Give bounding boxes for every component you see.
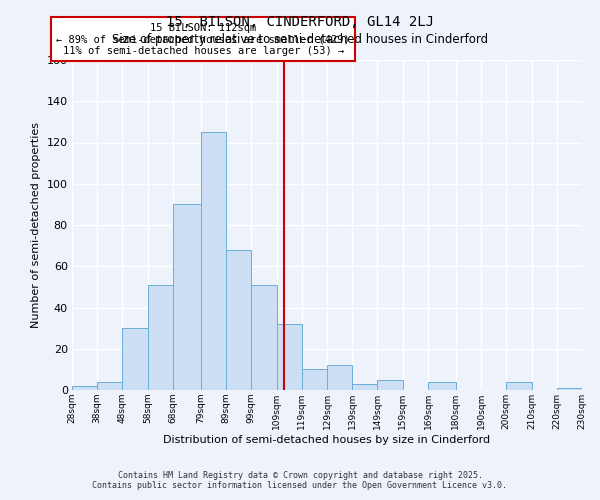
Bar xyxy=(122,328,148,390)
Text: Contains HM Land Registry data © Crown copyright and database right 2025.
Contai: Contains HM Land Registry data © Crown c… xyxy=(92,470,508,490)
Text: 15 BILSON: 112sqm
← 89% of semi-detached houses are smaller (429)
11% of semi-de: 15 BILSON: 112sqm ← 89% of semi-detached… xyxy=(56,22,350,56)
Bar xyxy=(428,382,456,390)
Bar xyxy=(72,386,97,390)
Bar xyxy=(302,370,327,390)
Bar xyxy=(277,324,302,390)
Bar xyxy=(173,204,201,390)
Bar xyxy=(506,382,532,390)
Bar xyxy=(352,384,377,390)
Bar xyxy=(97,382,122,390)
Bar xyxy=(201,132,226,390)
Bar xyxy=(251,285,277,390)
Text: 15, BILSON, CINDERFORD, GL14 2LJ: 15, BILSON, CINDERFORD, GL14 2LJ xyxy=(166,15,434,29)
Text: Size of property relative to semi-detached houses in Cinderford: Size of property relative to semi-detach… xyxy=(112,32,488,46)
Y-axis label: Number of semi-detached properties: Number of semi-detached properties xyxy=(31,122,41,328)
Bar xyxy=(148,285,173,390)
Bar xyxy=(226,250,251,390)
Bar xyxy=(377,380,403,390)
Bar xyxy=(327,365,352,390)
X-axis label: Distribution of semi-detached houses by size in Cinderford: Distribution of semi-detached houses by … xyxy=(163,434,491,444)
Bar xyxy=(557,388,582,390)
